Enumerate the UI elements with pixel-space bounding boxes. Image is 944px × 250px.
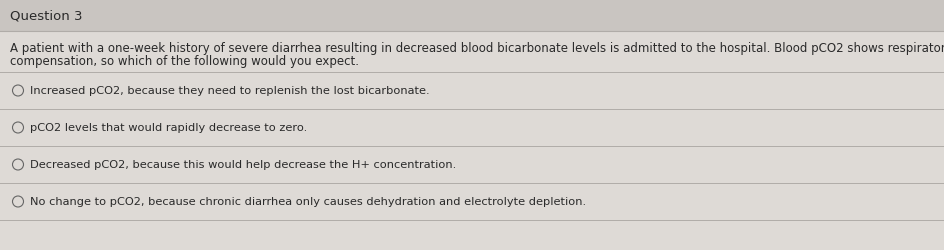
Text: Increased pCO2, because they need to replenish the lost bicarbonate.: Increased pCO2, because they need to rep… (30, 86, 430, 96)
Bar (0, 0, 944, 32)
Text: compensation, so which of the following would you expect.: compensation, so which of the following … (10, 55, 359, 68)
Bar (0, 32, 944, 250)
Text: pCO2 levels that would rapidly decrease to zero.: pCO2 levels that would rapidly decrease … (30, 123, 307, 133)
Text: Decreased pCO2, because this would help decrease the H+ concentration.: Decreased pCO2, because this would help … (30, 160, 456, 170)
Text: A patient with a one-week history of severe diarrhea resulting in decreased bloo: A patient with a one-week history of sev… (10, 42, 944, 55)
Text: No change to pCO2, because chronic diarrhea only causes dehydration and electrol: No change to pCO2, because chronic diarr… (30, 197, 585, 207)
Text: Question 3: Question 3 (10, 10, 82, 22)
